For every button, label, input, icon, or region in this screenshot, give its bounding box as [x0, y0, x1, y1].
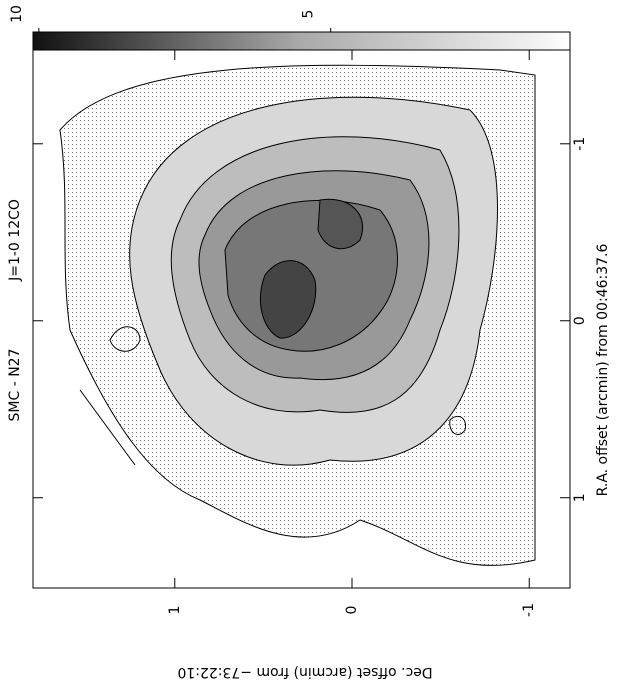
contours: [59, 64, 536, 566]
x-tick-label: 0: [572, 316, 588, 325]
y-tick-label: 1: [167, 606, 183, 615]
colorbar-tick-label: 5: [301, 10, 317, 19]
chart-subtitle: J=1-0 12CO: [7, 199, 23, 282]
colorbar-tick-label: 10: [9, 5, 25, 23]
colorbar: [32, 31, 571, 51]
y-axis-label: Dec. offset (arcmin) from −73:22:10: [177, 664, 432, 680]
x-tick-label: -1: [572, 137, 588, 151]
chart-title: SMC - N27: [7, 349, 23, 422]
x-tick-label: 1: [572, 493, 588, 502]
y-tick-label: 0: [344, 606, 360, 615]
x-axis-label: R.A. offset (arcmin) from 00:46:37.6: [595, 244, 611, 497]
y-tick-label: -1: [521, 603, 537, 617]
